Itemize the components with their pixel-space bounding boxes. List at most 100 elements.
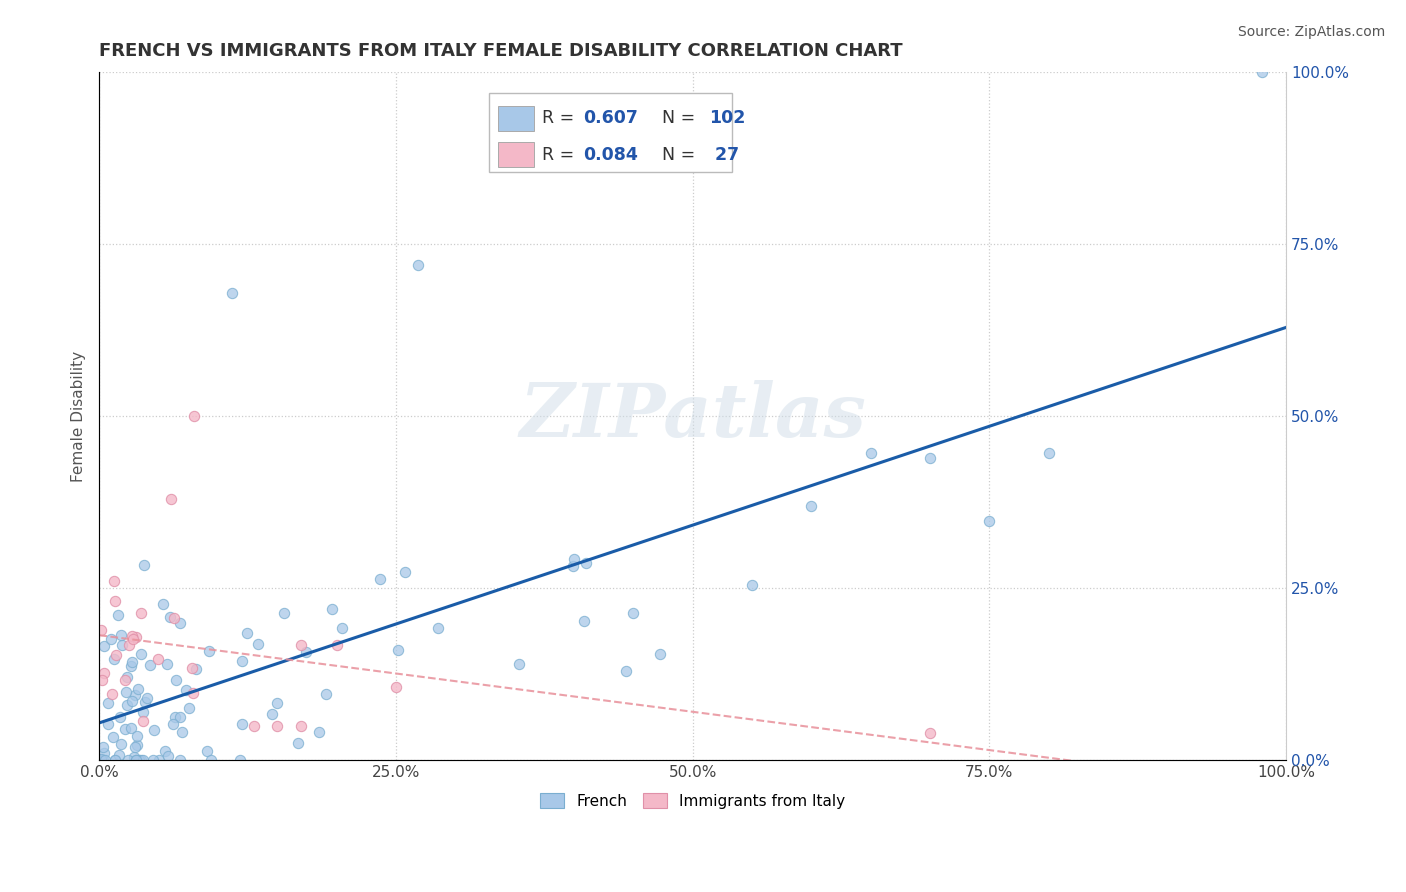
Point — [90, 673, 112, 687]
Point — [93, 639, 115, 653]
Point — [101, 687, 124, 701]
Point — [321, 601, 343, 615]
Point — [572, 614, 595, 628]
Point — [110, 628, 132, 642]
Point — [1251, 65, 1274, 79]
Point — [132, 753, 155, 767]
Point — [163, 710, 186, 724]
Text: R =: R = — [541, 110, 579, 128]
Point — [273, 607, 295, 621]
Point — [97, 716, 120, 731]
Point — [650, 647, 672, 661]
Point — [122, 632, 145, 646]
Point — [741, 578, 763, 592]
Point — [124, 740, 146, 755]
Point — [170, 725, 193, 739]
Point — [146, 651, 169, 665]
Point — [115, 698, 138, 713]
Point — [614, 664, 637, 678]
Point — [115, 670, 138, 684]
Point — [229, 753, 252, 767]
Text: 27: 27 — [709, 145, 740, 164]
Text: R =: R = — [541, 145, 579, 164]
Point — [103, 651, 125, 665]
Point — [562, 552, 585, 566]
Point — [290, 719, 312, 733]
Point — [97, 696, 120, 710]
Point — [800, 500, 823, 514]
Y-axis label: Female Disability: Female Disability — [72, 351, 86, 482]
Point — [152, 597, 174, 611]
Text: 102: 102 — [709, 110, 745, 128]
Point — [93, 753, 115, 767]
Point — [183, 409, 205, 424]
Point — [115, 685, 138, 699]
Point — [368, 572, 391, 586]
Point — [426, 621, 449, 635]
Point — [394, 565, 416, 579]
Point — [135, 690, 157, 705]
Point — [90, 753, 112, 767]
Point — [1038, 446, 1060, 460]
Point — [90, 752, 112, 766]
Point — [918, 450, 941, 465]
Point — [142, 723, 165, 738]
Point — [162, 716, 184, 731]
Point — [295, 645, 318, 659]
Point — [287, 736, 309, 750]
Text: FRENCH VS IMMIGRANTS FROM ITALY FEMALE DISABILITY CORRELATION CHART: FRENCH VS IMMIGRANTS FROM ITALY FEMALE D… — [100, 42, 903, 60]
Point — [104, 594, 127, 608]
Point — [93, 746, 115, 760]
Point — [121, 629, 143, 643]
Point — [118, 638, 141, 652]
Point — [247, 637, 270, 651]
Point — [132, 558, 155, 572]
Point — [94, 753, 117, 767]
Point — [122, 750, 145, 764]
Point — [575, 556, 598, 570]
Point — [90, 624, 112, 638]
Point — [290, 638, 312, 652]
Point — [129, 753, 152, 767]
Point — [153, 744, 176, 758]
Point — [197, 644, 219, 658]
Point — [120, 659, 142, 673]
Point — [200, 753, 222, 767]
FancyBboxPatch shape — [489, 93, 733, 172]
Point — [156, 657, 179, 671]
Point — [127, 681, 149, 696]
Point — [242, 719, 264, 733]
Point — [111, 638, 134, 652]
Point — [124, 689, 146, 703]
Point — [315, 688, 337, 702]
Point — [93, 665, 115, 680]
Point — [128, 753, 150, 767]
Point — [129, 647, 152, 661]
Point — [104, 753, 127, 767]
Point — [156, 748, 179, 763]
FancyBboxPatch shape — [498, 106, 534, 131]
Point — [120, 721, 142, 735]
Point — [114, 722, 136, 736]
Point — [979, 514, 1001, 528]
Point — [139, 657, 162, 672]
Point — [108, 710, 131, 724]
Point — [125, 753, 148, 767]
Point — [330, 621, 353, 635]
Point — [91, 739, 114, 754]
Point — [107, 608, 129, 623]
Point — [918, 726, 941, 740]
Point — [125, 753, 148, 767]
Point — [117, 753, 139, 767]
Point — [104, 753, 127, 767]
Point — [179, 701, 201, 715]
Point — [121, 656, 143, 670]
Point — [197, 743, 219, 757]
Point — [132, 705, 155, 719]
Point — [326, 638, 349, 652]
Point — [165, 673, 187, 688]
Point — [859, 446, 882, 460]
Text: ZIPatlas: ZIPatlas — [519, 380, 866, 452]
Point — [174, 683, 197, 698]
Point — [236, 626, 259, 640]
